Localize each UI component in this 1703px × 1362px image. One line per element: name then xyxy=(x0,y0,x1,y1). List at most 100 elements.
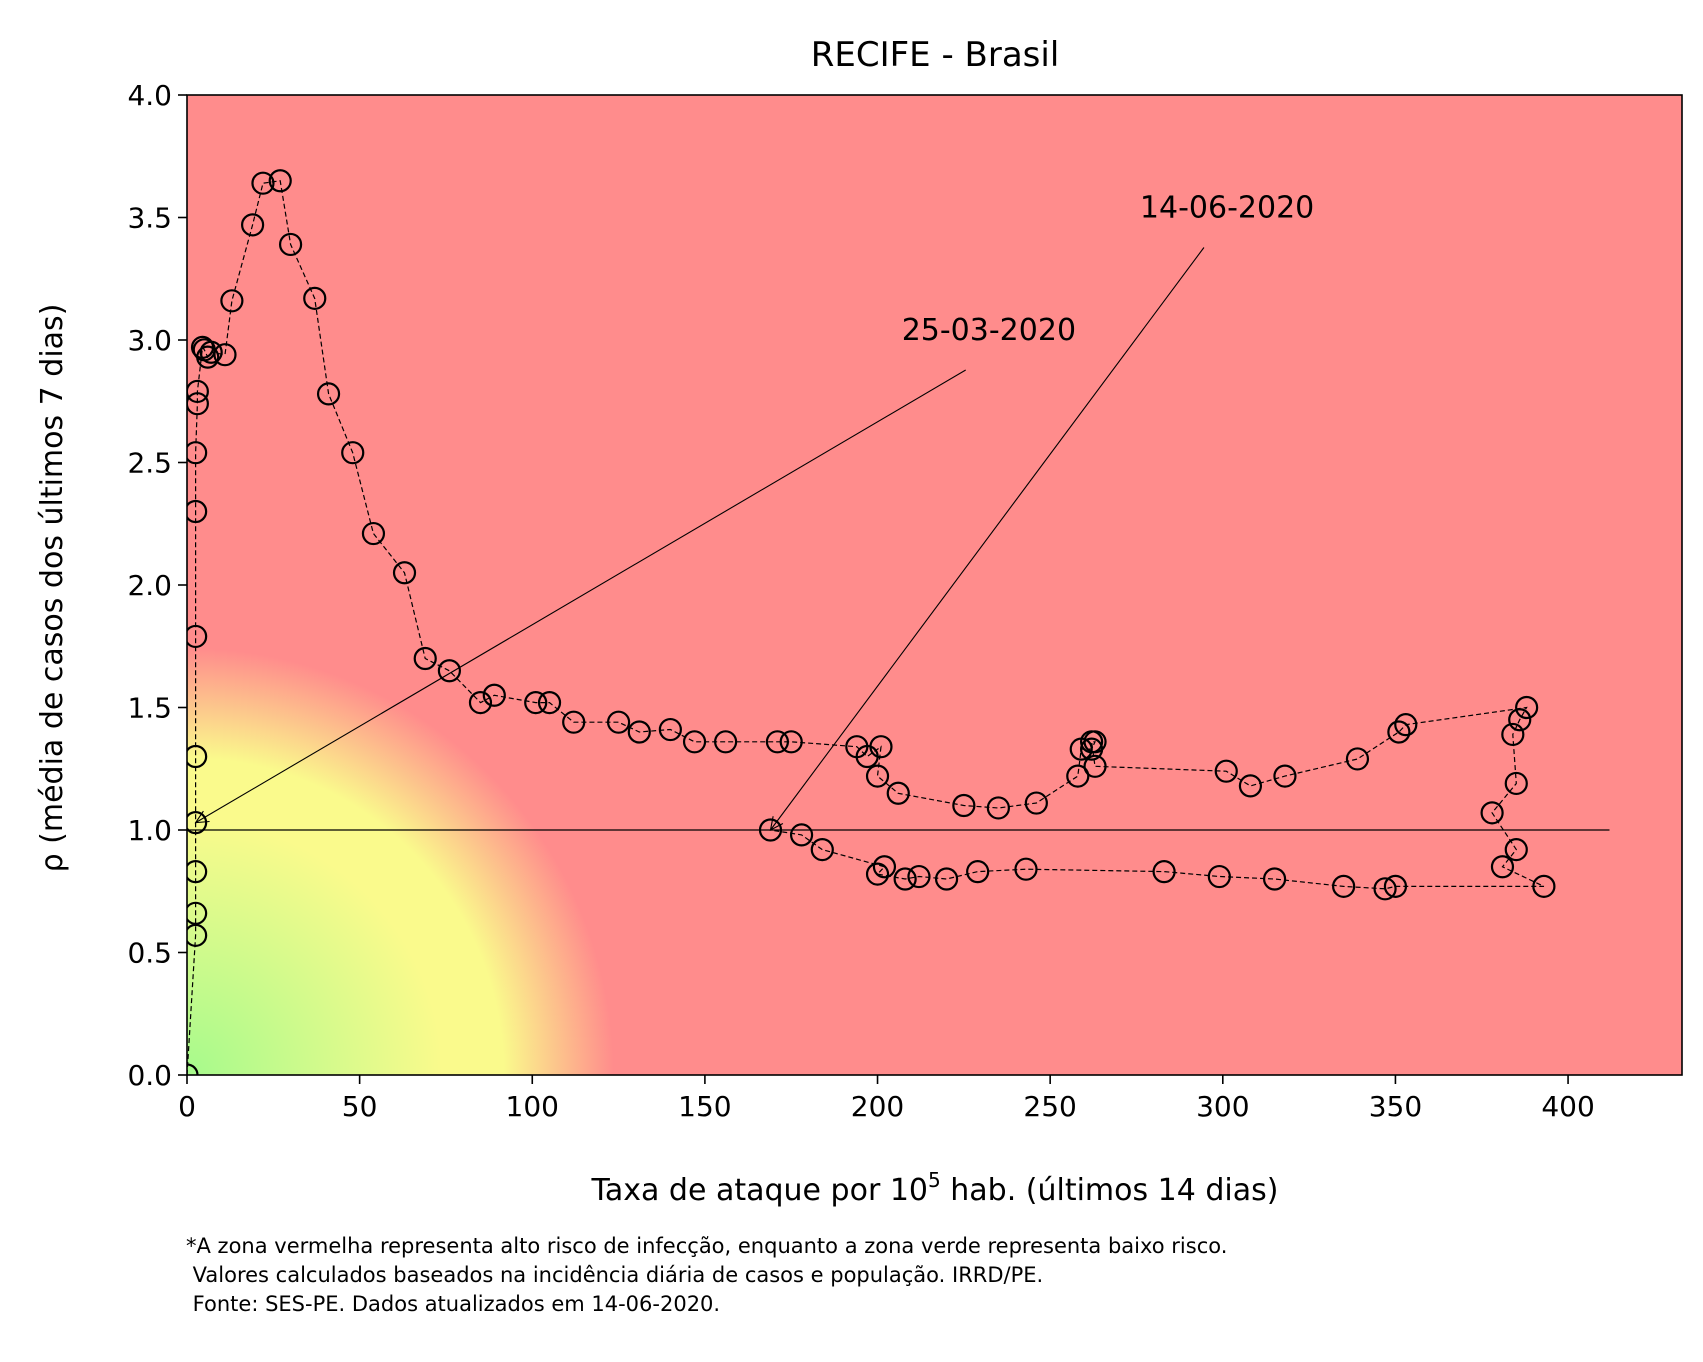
y-tick-label: 2.5 xyxy=(127,447,172,480)
data-point xyxy=(627,720,651,744)
data-point xyxy=(187,499,208,524)
x-tick-label: 100 xyxy=(506,1090,559,1123)
x-tick-label: 50 xyxy=(342,1090,378,1123)
x-axis-label-prefix: Taxa de ataque por 10 xyxy=(591,1173,928,1208)
y-tick-label: 4.0 xyxy=(127,79,172,112)
data-point xyxy=(869,735,893,759)
data-point xyxy=(1383,874,1408,898)
x-tick-label: 350 xyxy=(1369,1090,1422,1123)
data-point xyxy=(1066,764,1090,788)
y-tick-label: 0.5 xyxy=(127,937,172,970)
data-point xyxy=(758,818,783,842)
y-tick-label: 0.0 xyxy=(127,1059,172,1092)
data-point xyxy=(468,690,493,715)
x-tick-label: 300 xyxy=(1196,1090,1249,1123)
data-point xyxy=(251,171,275,195)
y-tick-label: 2.0 xyxy=(127,569,172,602)
data-point xyxy=(934,867,959,891)
annotation-arrow-line xyxy=(195,369,966,824)
data-point xyxy=(1014,857,1038,881)
data-point xyxy=(278,232,303,257)
annotation-label: 14-06-2020 xyxy=(1140,191,1314,226)
y-axis-label: ρ (média de casos dos últimos 7 dias) xyxy=(35,304,70,873)
x-axis-label: Taxa de ataque por 105 hab. (últimos 14 … xyxy=(591,1168,1279,1208)
data-point xyxy=(779,730,803,754)
risk-zone-background xyxy=(187,95,1682,1075)
data-point xyxy=(187,392,209,416)
x-axis-label-suffix: hab. (últimos 14 dias) xyxy=(941,1173,1279,1208)
data-point xyxy=(341,441,365,465)
data-point xyxy=(606,710,631,734)
data-point xyxy=(1238,774,1263,798)
data-point xyxy=(865,764,890,788)
x-axis-label-exponent: 5 xyxy=(928,1168,941,1192)
data-point xyxy=(658,717,682,742)
data-point xyxy=(524,690,548,715)
x-tick-label: 150 xyxy=(678,1090,731,1123)
footnote-line-2: Valores calculados baseados na incidênci… xyxy=(186,1263,1044,1287)
data-point xyxy=(241,213,265,237)
data-point xyxy=(213,343,237,367)
data-point xyxy=(1214,759,1238,783)
data-point xyxy=(872,855,897,879)
data-point xyxy=(1079,730,1104,754)
data-point xyxy=(1504,837,1528,862)
data-point xyxy=(893,867,917,891)
annotation-arrow-head xyxy=(194,810,210,824)
data-point xyxy=(537,690,562,715)
data-point xyxy=(865,862,890,886)
data-point xyxy=(986,796,1010,820)
data-point xyxy=(765,730,790,754)
data-point xyxy=(187,441,208,465)
data-point xyxy=(1152,860,1176,884)
data-point xyxy=(1024,791,1048,815)
data-point xyxy=(413,646,437,671)
data-point xyxy=(1387,720,1411,744)
data-point xyxy=(187,379,209,404)
annotation-arrow-line xyxy=(770,247,1205,831)
data-point xyxy=(187,624,208,649)
data-point xyxy=(562,710,586,734)
data-point xyxy=(1515,695,1539,720)
data-point xyxy=(907,864,931,889)
footnote-line-3: Fonte: SES-PE. Dados atualizados em 14-0… xyxy=(186,1292,721,1316)
data-point xyxy=(810,837,834,862)
annotation-label: 25-03-2020 xyxy=(902,313,1076,348)
data-point xyxy=(1207,864,1231,889)
data-point xyxy=(187,901,208,925)
data-point xyxy=(1373,877,1397,901)
x-tick-label: 200 xyxy=(851,1090,904,1123)
data-point xyxy=(437,659,462,683)
x-tick-label: 400 xyxy=(1541,1090,1594,1123)
data-point xyxy=(187,860,208,884)
data-point xyxy=(682,730,707,754)
annotation-arrow-head xyxy=(769,816,784,832)
data-point xyxy=(789,823,814,847)
data-point xyxy=(316,382,341,406)
data-point xyxy=(1501,722,1525,747)
data-point xyxy=(1083,754,1107,778)
chart-title: RECIFE - Brasil xyxy=(811,35,1060,75)
data-point xyxy=(1480,801,1504,825)
data-point xyxy=(187,744,208,769)
data-point xyxy=(1508,708,1532,732)
data-point xyxy=(196,345,220,369)
x-tick-label: 250 xyxy=(1023,1090,1076,1123)
plot-background-group xyxy=(187,95,1682,1075)
footnote-line-1: *A zona vermelha representa alto risco d… xyxy=(186,1234,1228,1258)
data-point xyxy=(199,340,223,364)
data-point xyxy=(1262,867,1287,891)
data-point xyxy=(1490,855,1515,879)
data-point xyxy=(1532,874,1556,898)
data-point xyxy=(952,793,976,818)
data-point xyxy=(220,289,244,313)
y-tick-label: 1.0 xyxy=(127,814,172,847)
data-point xyxy=(714,730,738,754)
data-point xyxy=(1273,764,1297,788)
y-tick-label: 3.5 xyxy=(127,202,172,235)
data-point xyxy=(886,781,910,805)
y-tick-label: 1.5 xyxy=(127,692,172,725)
x-tick-label: 0 xyxy=(178,1090,196,1123)
